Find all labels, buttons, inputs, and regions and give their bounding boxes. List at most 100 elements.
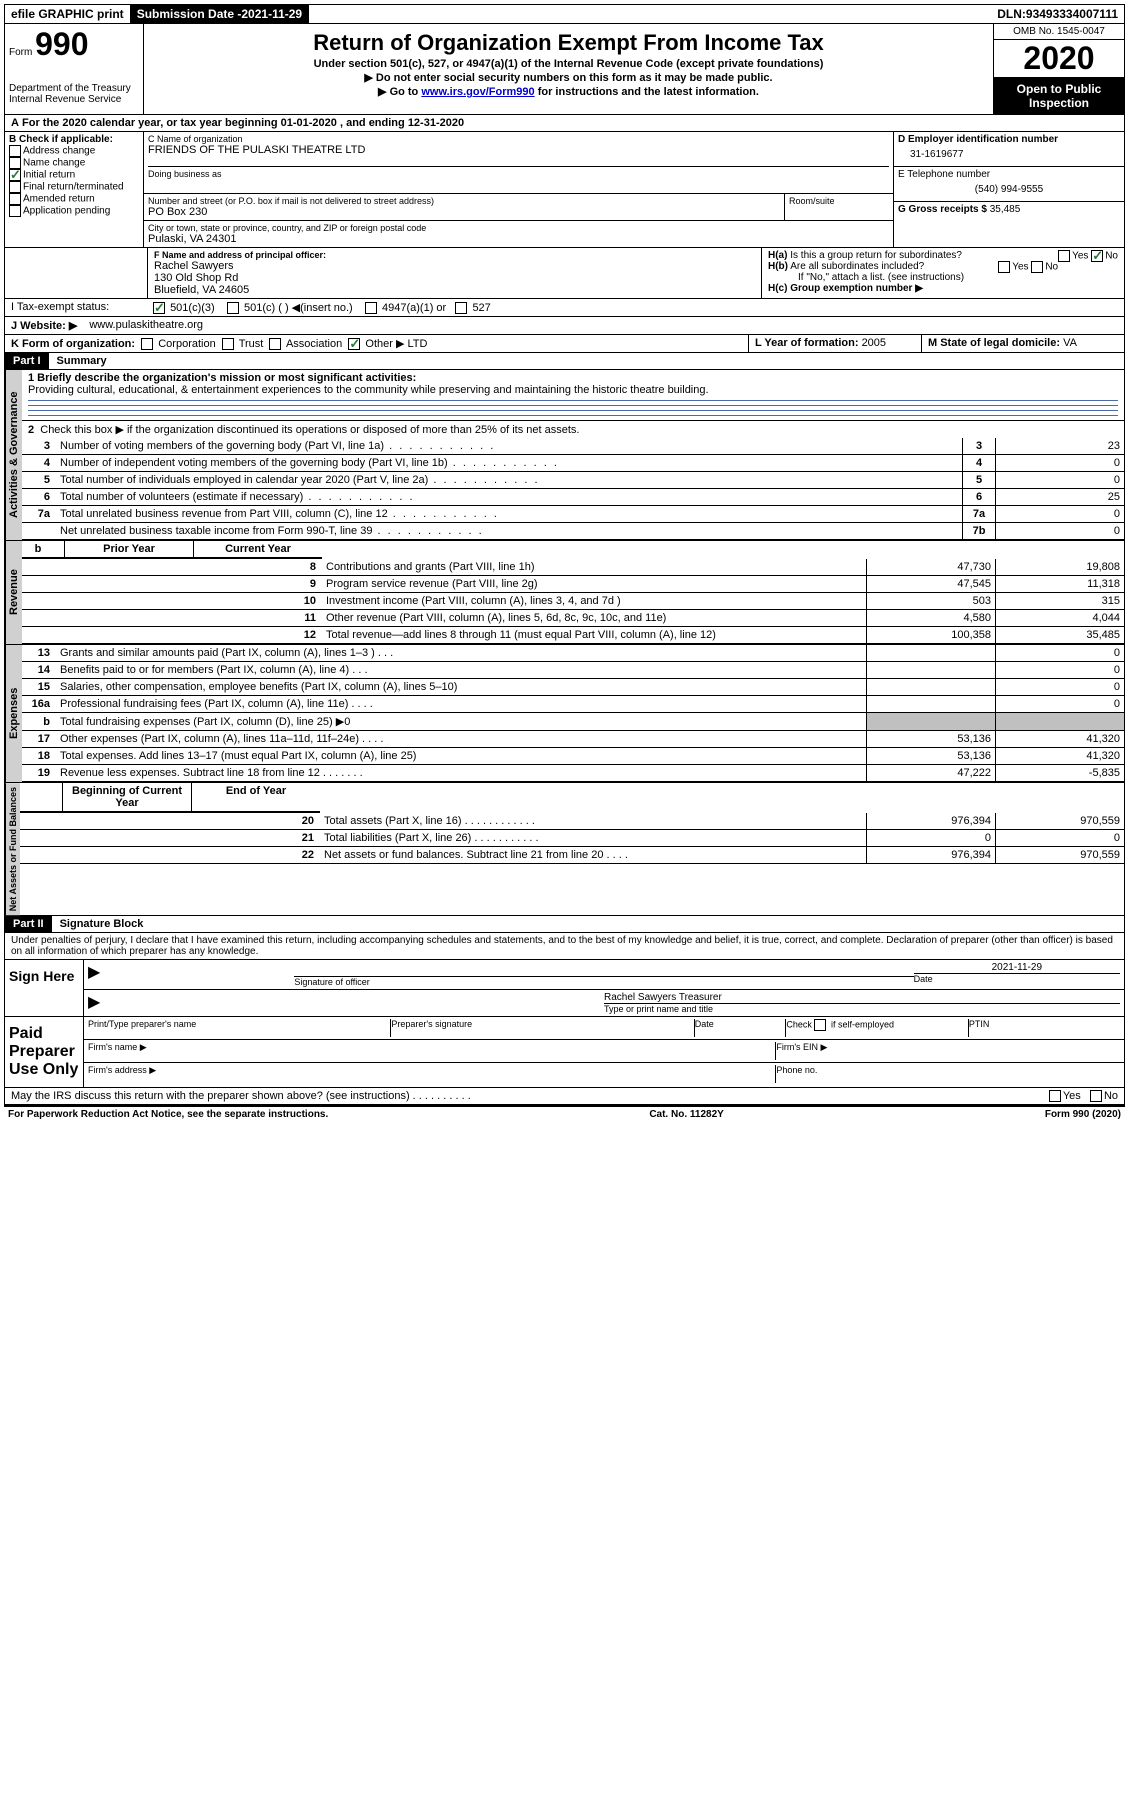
check-4947[interactable] bbox=[365, 302, 377, 314]
year-formation: 2005 bbox=[862, 337, 886, 349]
addr-label: Number and street (or P.O. box if mail i… bbox=[148, 196, 780, 206]
table-row: 3Number of voting members of the governi… bbox=[22, 438, 1124, 455]
efile-label: efile GRAPHIC print bbox=[5, 5, 131, 23]
check-initial[interactable]: Initial return bbox=[9, 169, 139, 181]
check-address[interactable]: Address change bbox=[9, 145, 139, 157]
col-d: D Employer identification number 31-1619… bbox=[893, 132, 1124, 247]
officer-addr2: Bluefield, VA 24605 bbox=[154, 284, 755, 296]
year-box: OMB No. 1545-0047 2020 Open to Public In… bbox=[993, 24, 1124, 114]
firm-name-label: Firm's name ▶ bbox=[88, 1042, 776, 1060]
table-row: 13Grants and similar amounts paid (Part … bbox=[22, 645, 1124, 662]
gross-value: 35,485 bbox=[990, 204, 1021, 215]
self-employed-check[interactable]: Check if self-employed bbox=[786, 1019, 968, 1037]
section-expenses: Expenses 13Grants and similar amounts pa… bbox=[5, 645, 1124, 783]
discuss-no-check[interactable] bbox=[1090, 1090, 1102, 1102]
city-value: Pulaski, VA 24301 bbox=[148, 233, 889, 245]
hb-note: If "No," attach a list. (see instruction… bbox=[768, 272, 1118, 283]
expenses-table: 13Grants and similar amounts paid (Part … bbox=[22, 645, 1124, 782]
open-public-badge: Open to Public Inspection bbox=[994, 78, 1124, 114]
phone-value: (540) 994-9555 bbox=[898, 180, 1120, 199]
website-value: www.pulaskitheatre.org bbox=[83, 317, 209, 334]
line2-text: Check this box ▶ if the organization dis… bbox=[40, 424, 579, 436]
paid-prep-label: Paid Preparer Use Only bbox=[5, 1017, 84, 1087]
table-row: Net unrelated business taxable income fr… bbox=[22, 523, 1124, 540]
subtitle-2: ▶ Do not enter social security numbers o… bbox=[148, 71, 989, 84]
sign-here-label: Sign Here bbox=[5, 960, 84, 1016]
section-b: B Check if applicable: Address change Na… bbox=[5, 132, 1124, 248]
mission-label: 1 Briefly describe the organization's mi… bbox=[28, 372, 416, 384]
page-footer: For Paperwork Reduction Act Notice, see … bbox=[4, 1107, 1125, 1122]
prep-name-label: Print/Type preparer's name bbox=[88, 1019, 391, 1037]
officer-addr1: 130 Old Shop Rd bbox=[154, 272, 755, 284]
table-row: 4Number of independent voting members of… bbox=[22, 455, 1124, 472]
table-row: 22Net assets or fund balances. Subtract … bbox=[20, 847, 1124, 864]
col-b-checkboxes: B Check if applicable: Address change Na… bbox=[5, 132, 144, 247]
check-501c3[interactable] bbox=[153, 302, 165, 314]
officer-label: F Name and address of principal officer: bbox=[154, 250, 755, 260]
sig-officer-label: Signature of officer bbox=[294, 976, 913, 987]
form990-link[interactable]: www.irs.gov/Form990 bbox=[421, 86, 534, 98]
check-trust[interactable] bbox=[222, 338, 234, 350]
sig-arrow-icon-2 bbox=[88, 992, 604, 1014]
check-501c[interactable] bbox=[227, 302, 239, 314]
org-name: FRIENDS OF THE PULASKI THEATRE LTD bbox=[148, 144, 889, 156]
title-box: Return of Organization Exempt From Incom… bbox=[144, 24, 993, 114]
row-i: I Tax-exempt status: 501(c)(3) 501(c) ( … bbox=[5, 299, 1124, 317]
submission-date: Submission Date - 2021-11-29 bbox=[131, 5, 309, 23]
check-other[interactable] bbox=[348, 338, 360, 350]
row-j: J Website: ▶ www.pulaskitheatre.org bbox=[5, 317, 1124, 335]
check-527[interactable] bbox=[455, 302, 467, 314]
ag-table: 3Number of voting members of the governi… bbox=[22, 438, 1124, 540]
check-pending[interactable]: Application pending bbox=[9, 205, 139, 217]
part1-header: Part I Summary bbox=[5, 353, 1124, 370]
table-row: 7aTotal unrelated business revenue from … bbox=[22, 506, 1124, 523]
pra-notice: For Paperwork Reduction Act Notice, see … bbox=[8, 1109, 328, 1120]
form-id-box: Form 990 Department of the Treasury Inte… bbox=[5, 24, 144, 114]
gross-label: G Gross receipts $ bbox=[898, 204, 990, 215]
table-row: 8Contributions and grants (Part VIII, li… bbox=[22, 559, 1124, 576]
table-row: 14Benefits paid to or for members (Part … bbox=[22, 662, 1124, 679]
officer-name-title: Rachel Sawyers Treasurer bbox=[604, 992, 1120, 1003]
ein-value: 31-1619677 bbox=[898, 145, 1120, 164]
check-assoc[interactable] bbox=[269, 338, 281, 350]
table-row: 5Total number of individuals employed in… bbox=[22, 472, 1124, 489]
col-end: End of Year bbox=[191, 783, 320, 812]
tax-year: 2020 bbox=[994, 40, 1124, 78]
perjury-text: Under penalties of perjury, I declare th… bbox=[5, 933, 1124, 960]
tab-expenses: Expenses bbox=[5, 645, 22, 782]
sign-here-block: Sign Here Signature of officer 2021-11-2… bbox=[5, 960, 1124, 1017]
table-row: 6Total number of volunteers (estimate if… bbox=[22, 489, 1124, 506]
irs-label: Internal Revenue Service bbox=[9, 94, 139, 105]
table-row: 11Other revenue (Part VIII, column (A), … bbox=[22, 610, 1124, 627]
table-row: 12Total revenue—add lines 8 through 11 (… bbox=[22, 627, 1124, 644]
phone-label: E Telephone number bbox=[898, 169, 1120, 180]
org-name-label: C Name of organization bbox=[148, 134, 889, 144]
discuss-yes-check[interactable] bbox=[1049, 1090, 1061, 1102]
ein-label: D Employer identification number bbox=[898, 134, 1120, 145]
dln: DLN: 93493334007111 bbox=[991, 5, 1124, 23]
table-row: 19Revenue less expenses. Subtract line 1… bbox=[22, 765, 1124, 782]
form-title: Return of Organization Exempt From Incom… bbox=[148, 30, 989, 56]
table-row: 18Total expenses. Add lines 13–17 (must … bbox=[22, 748, 1124, 765]
prep-sig-label: Preparer's signature bbox=[391, 1019, 694, 1037]
form-container: Form 990 Department of the Treasury Inte… bbox=[4, 24, 1125, 1107]
sig-date: 2021-11-29 bbox=[914, 962, 1120, 973]
check-name[interactable]: Name change bbox=[9, 157, 139, 169]
state-domicile: VA bbox=[1063, 337, 1077, 349]
tab-net: Net Assets or Fund Balances bbox=[5, 783, 20, 915]
check-amended[interactable]: Amended return bbox=[9, 193, 139, 205]
table-row: 15Salaries, other compensation, employee… bbox=[22, 679, 1124, 696]
room-label: Room/suite bbox=[789, 196, 889, 206]
cat-no: Cat. No. 11282Y bbox=[328, 1109, 1045, 1120]
table-row: 10Investment income (Part VIII, column (… bbox=[22, 593, 1124, 610]
net-table: Beginning of Current Year End of Year 20… bbox=[20, 783, 1124, 864]
table-row: 21Total liabilities (Part X, line 26) . … bbox=[20, 830, 1124, 847]
check-final[interactable]: Final return/terminated bbox=[9, 181, 139, 193]
officer-name: Rachel Sawyers bbox=[154, 260, 755, 272]
row-k: K Form of organization: Corporation Trus… bbox=[5, 335, 1124, 353]
check-corp[interactable] bbox=[141, 338, 153, 350]
hb-row: H(b) Are all subordinates included? Yes … bbox=[768, 261, 1118, 272]
firm-phone-label: Phone no. bbox=[776, 1065, 1120, 1083]
col-current: Current Year bbox=[193, 541, 322, 558]
section-f-h: F Name and address of principal officer:… bbox=[5, 248, 1124, 299]
